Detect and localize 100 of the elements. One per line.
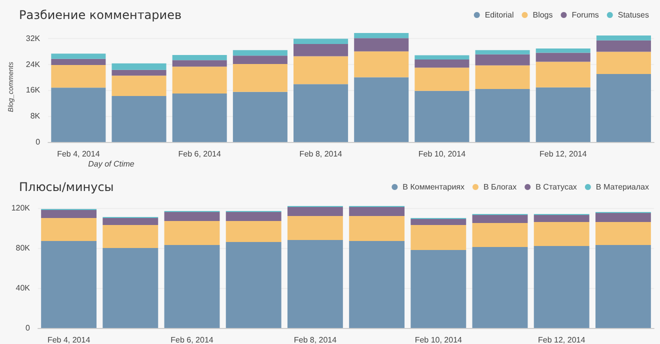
bar <box>232 64 288 92</box>
bar <box>536 62 590 88</box>
bar <box>102 248 158 328</box>
bar <box>102 225 158 248</box>
bar <box>536 48 590 53</box>
legend-label: Blogs <box>532 10 553 20</box>
x-tick-label: Feb 6, 2014 <box>178 150 222 158</box>
bar <box>232 56 288 64</box>
bar <box>475 65 530 89</box>
y-tick-label: 0 <box>26 324 31 332</box>
bar <box>41 210 97 218</box>
bar <box>294 44 348 56</box>
bar <box>414 60 470 68</box>
bar <box>414 55 470 60</box>
x-tick-label: Feb 12, 2014 <box>540 150 588 158</box>
bar <box>354 77 409 142</box>
bar <box>51 54 106 59</box>
bar <box>232 50 288 56</box>
bar <box>534 246 590 328</box>
x-tick-label: Feb 4, 2014 <box>57 150 100 158</box>
bar <box>172 60 227 67</box>
bar <box>349 241 405 328</box>
chart-title: Плюсы/минусы <box>19 180 114 194</box>
bar <box>112 70 166 76</box>
bar <box>164 221 220 245</box>
bar <box>287 207 343 216</box>
bar <box>226 221 282 242</box>
x-tick-label: Feb 8, 2014 <box>294 336 338 344</box>
bar <box>294 84 348 142</box>
bar <box>536 87 590 142</box>
bar <box>164 245 220 328</box>
bar <box>112 96 166 142</box>
bar <box>534 215 590 222</box>
bar <box>472 215 528 223</box>
bar <box>102 218 158 225</box>
bar <box>349 207 405 216</box>
bar <box>475 54 530 66</box>
x-tick-label: Feb 12, 2014 <box>538 336 586 344</box>
y-tick-label: 80K <box>16 244 31 252</box>
bar <box>41 241 97 328</box>
bar <box>414 68 470 91</box>
y-tick-label: 40K <box>16 284 31 292</box>
bar <box>51 58 106 65</box>
bar <box>226 242 282 328</box>
x-tick-label: Feb 8, 2014 <box>299 150 343 158</box>
bar <box>596 74 651 142</box>
bar <box>410 250 466 328</box>
legend-label: Statuses <box>618 10 650 20</box>
x-tick-label: Feb 4, 2014 <box>47 336 91 344</box>
bar <box>536 52 590 62</box>
bar <box>172 93 227 142</box>
x-tick-label: Feb 10, 2014 <box>418 150 466 158</box>
y-tick-label: 24K <box>26 60 41 69</box>
bar <box>172 54 227 60</box>
bar <box>595 245 651 328</box>
bar <box>475 88 530 142</box>
y-tick-label: 0 <box>36 138 41 146</box>
y-tick-label: 120K <box>11 204 31 212</box>
chart-title: Разбиение комментариев <box>19 8 182 22</box>
legend-label: В Материалах <box>596 182 649 192</box>
bar <box>414 90 470 142</box>
bar <box>287 216 343 240</box>
bar <box>354 51 409 78</box>
bar <box>595 213 651 222</box>
bar <box>475 50 530 54</box>
bar <box>232 92 288 142</box>
bar <box>410 225 466 250</box>
bar <box>41 218 97 241</box>
bar <box>112 63 166 70</box>
bar <box>164 212 220 221</box>
bar <box>410 219 466 225</box>
legend-label: Editorial <box>484 10 514 20</box>
bar <box>226 212 282 221</box>
bar <box>172 66 227 94</box>
legend-label: В Статусах <box>536 182 577 192</box>
bar <box>595 222 651 245</box>
bar <box>287 240 343 328</box>
bar <box>534 222 590 246</box>
legend-label: В Комментариях <box>402 182 464 192</box>
y-tick-label: 32K <box>26 34 41 43</box>
bar <box>596 36 651 40</box>
bar <box>472 223 528 247</box>
bar <box>472 247 528 328</box>
bar <box>51 65 106 88</box>
bar <box>51 88 106 142</box>
bar <box>354 38 409 52</box>
bar <box>112 76 166 96</box>
bar <box>294 56 348 84</box>
legend-label: Forums <box>572 10 599 20</box>
x-tick-label: Feb 6, 2014 <box>170 336 214 344</box>
x-tick-label: Feb 10, 2014 <box>414 336 463 344</box>
y-tick-label: 8K <box>30 112 41 121</box>
legend-label: В Блогах <box>483 182 517 192</box>
bar <box>349 216 405 241</box>
y-tick-label: 16K <box>26 86 41 95</box>
bar <box>596 52 651 74</box>
bar <box>294 38 348 44</box>
bar <box>596 40 651 52</box>
x-axis-title: Day of Ctime <box>88 160 135 168</box>
bar <box>354 32 409 38</box>
